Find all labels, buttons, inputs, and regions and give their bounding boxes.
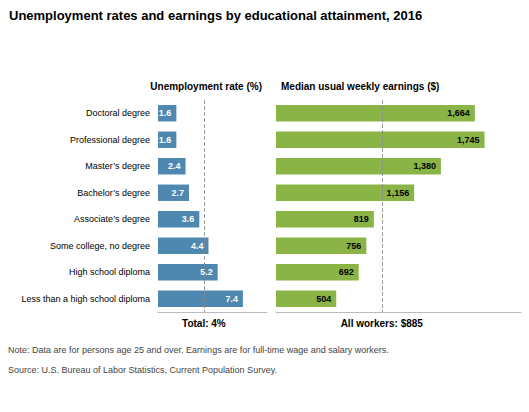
svg-text:Doctoral degree: Doctoral degree <box>86 108 150 118</box>
svg-text:1,745: 1,745 <box>457 135 480 145</box>
svg-text:1,380: 1,380 <box>413 161 436 171</box>
svg-text:5.2: 5.2 <box>200 267 213 277</box>
svg-text:1.6: 1.6 <box>159 108 172 118</box>
svg-text:Total: 4%: Total: 4% <box>182 318 226 329</box>
svg-text:Unemployment rates and earning: Unemployment rates and earnings by educa… <box>9 8 422 23</box>
svg-text:Master’s degree: Master’s degree <box>85 161 150 171</box>
svg-text:1,156: 1,156 <box>387 188 410 198</box>
svg-text:2.7: 2.7 <box>171 188 184 198</box>
svg-text:3.6: 3.6 <box>182 214 195 224</box>
svg-text:High school diploma: High school diploma <box>69 267 150 277</box>
svg-text:Source: U.S. Bureau of Labor S: Source: U.S. Bureau of Labor Statistics,… <box>8 365 277 375</box>
svg-text:1,664: 1,664 <box>447 108 470 118</box>
svg-text:7.4: 7.4 <box>225 294 238 304</box>
svg-text:Note: Data are for persons age: Note: Data are for persons age 25 and ov… <box>8 345 389 355</box>
svg-text:1.6: 1.6 <box>159 135 172 145</box>
svg-text:Associate’s degree: Associate’s degree <box>74 214 150 224</box>
svg-text:819: 819 <box>354 214 369 224</box>
svg-text:Some college, no degree: Some college, no degree <box>50 241 150 251</box>
svg-text:2.4: 2.4 <box>168 161 181 171</box>
svg-text:756: 756 <box>346 241 361 251</box>
svg-text:4.4: 4.4 <box>191 241 204 251</box>
svg-text:Less than a high school diplom: Less than a high school diploma <box>21 294 150 304</box>
svg-text:Professional degree: Professional degree <box>70 135 150 145</box>
svg-text:692: 692 <box>339 267 354 277</box>
svg-text:Bachelor’s degree: Bachelor’s degree <box>77 188 150 198</box>
svg-text:All workers: $885: All workers: $885 <box>341 318 424 329</box>
svg-text:504: 504 <box>316 294 331 304</box>
svg-text:Median usual weekly earnings (: Median usual weekly earnings ($) <box>281 81 439 92</box>
svg-text:Unemployment rate (%): Unemployment rate (%) <box>150 81 262 92</box>
